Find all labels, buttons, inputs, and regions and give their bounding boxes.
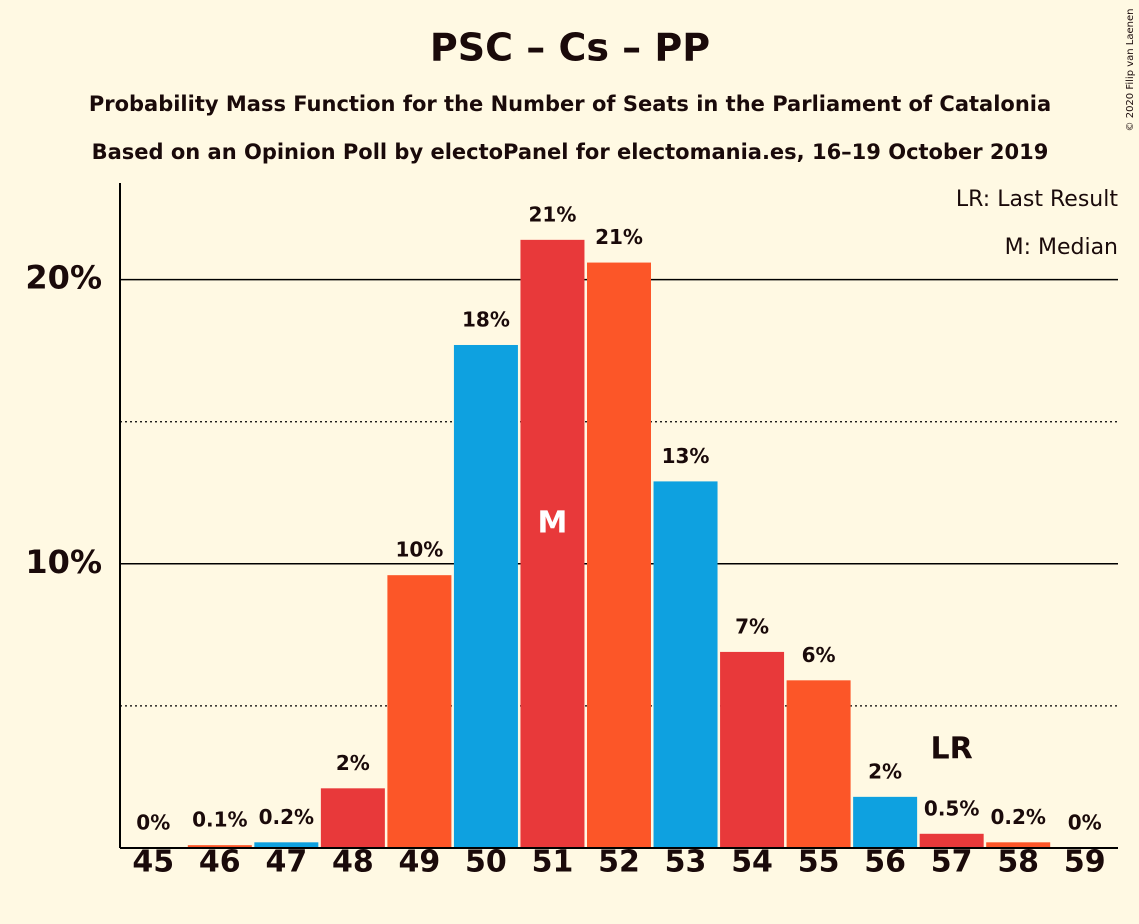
x-tick-label: 51 <box>532 845 574 880</box>
value-label: 0% <box>136 811 170 835</box>
bar <box>919 833 984 848</box>
x-tick-label: 54 <box>731 845 773 880</box>
x-tick-label: 58 <box>997 845 1039 880</box>
bar <box>387 575 452 848</box>
value-label: 6% <box>802 643 836 667</box>
bar <box>986 842 1051 848</box>
bar <box>453 344 518 848</box>
bar <box>653 481 718 848</box>
x-tick-label: 53 <box>665 845 707 880</box>
legend-entry: M: Median <box>1005 235 1118 260</box>
value-label: 0.1% <box>192 808 247 832</box>
value-label: 0.5% <box>924 796 979 820</box>
x-tick-label: 56 <box>864 845 906 880</box>
x-tick-label: 59 <box>1064 845 1106 880</box>
x-tick-label: 50 <box>465 845 507 880</box>
chart-title: PSC – Cs – PP <box>430 26 710 70</box>
value-label: 0.2% <box>259 805 314 829</box>
bar <box>853 796 918 848</box>
bar <box>320 788 385 848</box>
bar <box>587 262 651 849</box>
value-label: 21% <box>595 225 643 249</box>
legend-entry: LR: Last Result <box>956 187 1118 212</box>
bar <box>254 842 319 848</box>
value-label: 7% <box>735 614 769 638</box>
x-tick-label: 57 <box>931 845 973 880</box>
x-tick-label: 46 <box>199 845 241 880</box>
x-tick-label: 45 <box>132 845 174 880</box>
bar <box>520 239 585 849</box>
value-label: 0% <box>1068 811 1102 835</box>
chart-subtitle: Probability Mass Function for the Number… <box>89 92 1051 116</box>
value-label: 13% <box>662 444 710 468</box>
value-label: 10% <box>395 538 443 562</box>
x-tick-label: 52 <box>598 845 640 880</box>
y-tick-label: 10% <box>25 543 102 581</box>
annotation: LR <box>931 731 973 766</box>
value-label: 0.2% <box>990 805 1045 829</box>
y-tick-label: 20% <box>25 259 102 297</box>
credit: © 2020 Filip van Laenen <box>1125 9 1136 132</box>
x-tick-label: 49 <box>399 845 441 880</box>
x-tick-label: 55 <box>798 845 840 880</box>
x-tick-label: 47 <box>265 845 307 880</box>
bar <box>720 651 785 848</box>
value-label: 2% <box>336 751 370 775</box>
value-label: 18% <box>462 307 510 331</box>
bar <box>187 845 252 848</box>
value-label: 2% <box>868 759 902 783</box>
x-tick-label: 48 <box>332 845 374 880</box>
bar <box>786 680 851 848</box>
chart-subtitle: Based on an Opinion Poll by electoPanel … <box>92 140 1049 164</box>
annotation: M <box>538 505 568 540</box>
value-label: 21% <box>529 202 577 226</box>
